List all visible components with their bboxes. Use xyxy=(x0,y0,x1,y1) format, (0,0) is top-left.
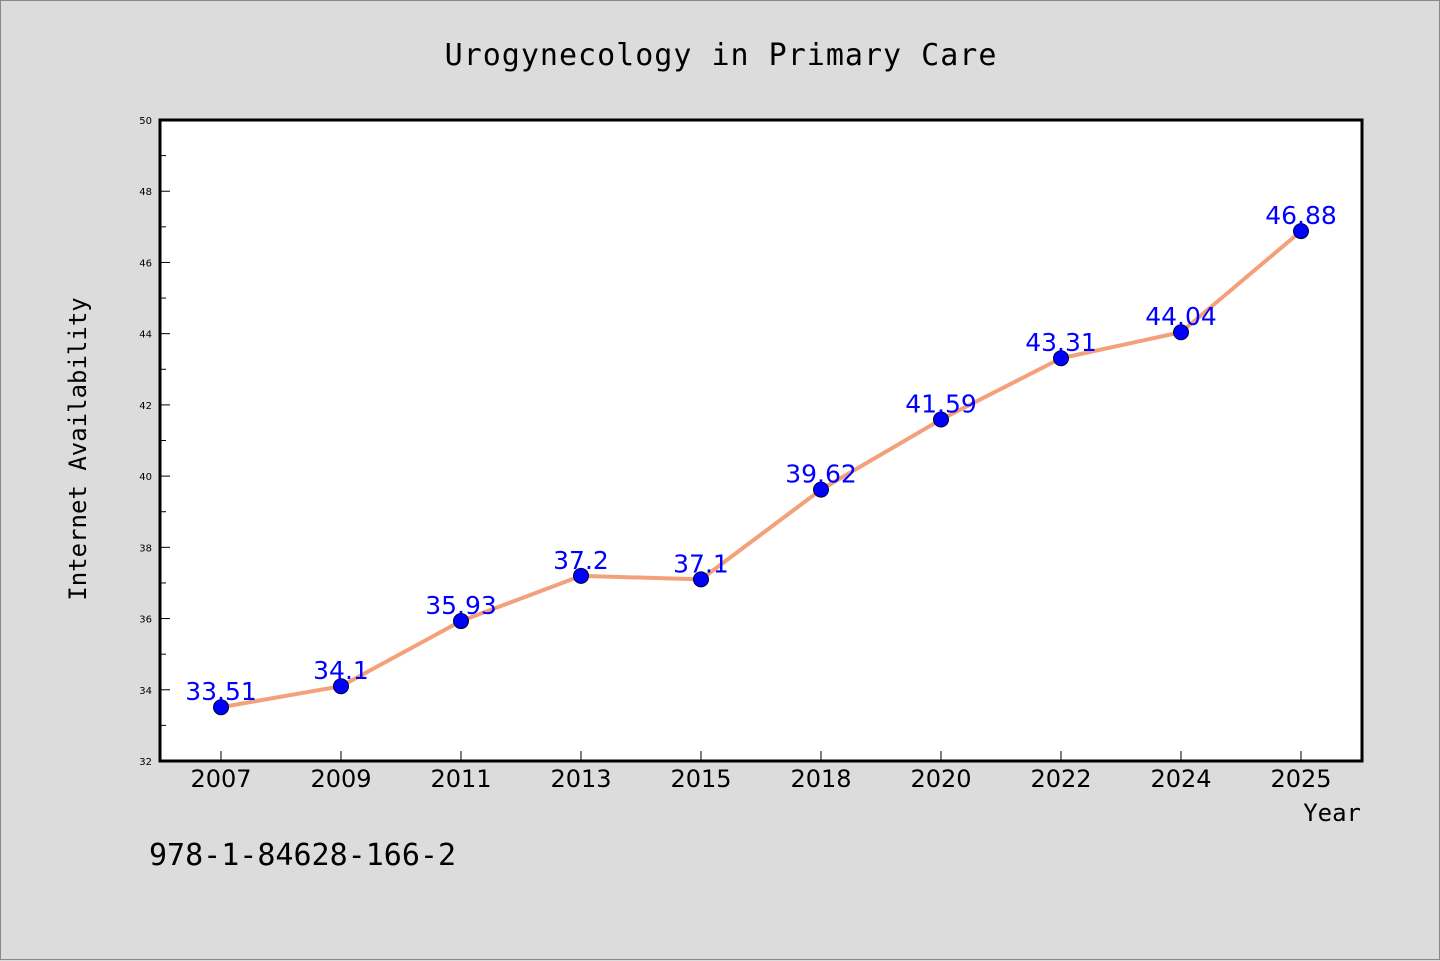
chart-title: Urogynecology in Primary Care xyxy=(445,38,998,73)
y-tick-label: 48 xyxy=(139,187,152,198)
y-tick-label: 36 xyxy=(139,615,152,626)
x-tick-label: 2025 xyxy=(1270,765,1331,793)
x-tick-label: 2011 xyxy=(430,765,491,793)
y-tick-label: 40 xyxy=(139,472,152,483)
data-point xyxy=(1293,223,1309,240)
data-label: 35.93 xyxy=(425,591,497,620)
x-tick-label: 2024 xyxy=(1150,765,1211,793)
data-label: 37.2 xyxy=(553,546,609,575)
y-tick-label: 44 xyxy=(139,330,152,341)
data-labels: 33.51 34.1 35.93 37.2 37.1 39.62 41.59 43.31 44.… xyxy=(185,201,1337,706)
data-point xyxy=(213,699,229,716)
data-label: 37.1 xyxy=(673,549,729,578)
y-tick-label: 32 xyxy=(139,757,152,768)
data-point xyxy=(813,481,829,498)
plot-area xyxy=(160,120,1362,761)
data-point xyxy=(693,571,709,588)
x-axis: 2007 2009 2011 2013 2015 2018 2020 2022 2024 2025 xyxy=(190,751,1332,793)
y-tick-label: 34 xyxy=(139,686,152,697)
x-tick-label: 2015 xyxy=(670,765,731,793)
data-label: 33.51 xyxy=(185,677,257,706)
data-label: 34.1 xyxy=(313,656,369,685)
x-tick-label: 2018 xyxy=(790,765,851,793)
y-axis-label: Internet Availability xyxy=(64,297,92,600)
data-label: 46.88 xyxy=(1265,201,1337,230)
data-point xyxy=(333,678,349,695)
footer-code: 978-1-84628-166-2 xyxy=(149,838,456,873)
data-markers xyxy=(213,223,1309,716)
plot-frame xyxy=(158,118,1364,763)
data-point xyxy=(573,567,589,584)
y-tick-label: 46 xyxy=(139,258,152,269)
data-label: 41.59 xyxy=(905,389,977,418)
data-point xyxy=(1173,324,1189,341)
x-tick-label: 2013 xyxy=(550,765,611,793)
series-line xyxy=(220,229,1303,710)
data-label: 44.04 xyxy=(1145,302,1217,331)
x-tick-label: 2009 xyxy=(310,765,371,793)
x-tick-label: 2007 xyxy=(190,765,251,793)
x-tick-label: 2020 xyxy=(910,765,971,793)
x-tick-label: 2022 xyxy=(1030,765,1091,793)
y-tick-label: 50 xyxy=(139,116,152,127)
data-label: 43.31 xyxy=(1025,328,1097,357)
data-point xyxy=(453,613,469,630)
y-tick-label: 38 xyxy=(139,543,152,554)
data-point xyxy=(933,411,949,428)
y-axis: 32 34 36 38 40 42 44 46 48 50 xyxy=(139,116,170,768)
data-label: 39.62 xyxy=(785,460,857,489)
data-point xyxy=(1053,350,1069,367)
y-tick-label: 42 xyxy=(139,401,152,412)
x-axis-label: Year xyxy=(1303,799,1361,827)
